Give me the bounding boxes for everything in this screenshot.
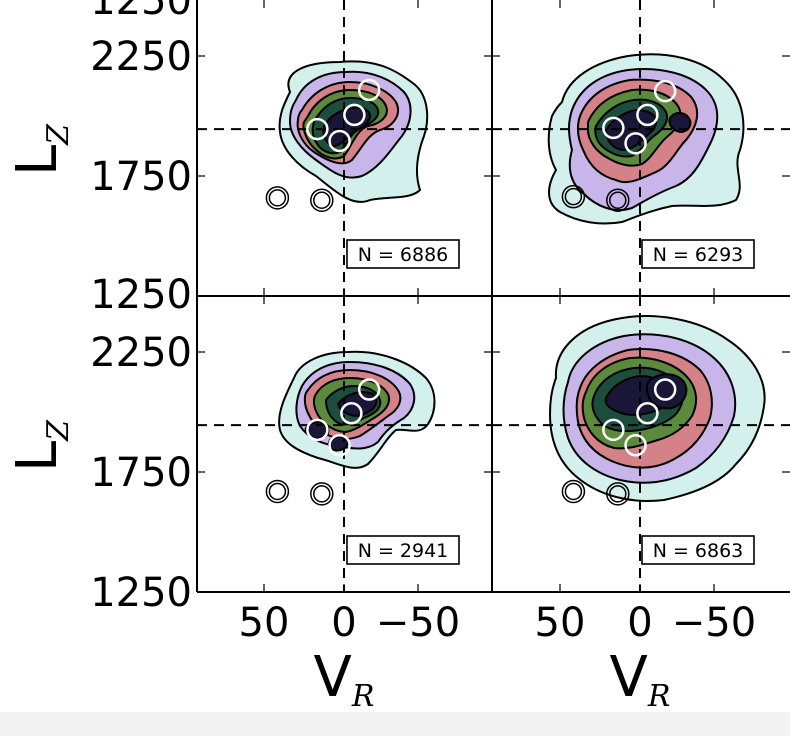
circle-marker-inner [609,191,627,209]
sample-size-text: N = 6293 [653,244,744,266]
circle-marker-inner [609,485,627,503]
circle-markers [561,378,677,506]
circle-marker [357,78,381,102]
x-axis-label: VR [610,645,671,714]
circle-marker [265,479,290,504]
y-tick-label: 1750 [90,154,192,200]
circle-marker [624,433,647,457]
circle-marker [636,402,659,425]
panel-4: N = 6863 [492,296,790,592]
circle-marker [602,116,625,140]
circle-marker [306,418,329,442]
circle-marker [343,103,366,127]
x-tick-label: 50 [239,600,290,646]
contour-level-6 [322,106,371,147]
circle-markers [561,79,677,212]
svg-text:LZ: LZ [5,123,76,176]
circle-marker [310,188,334,212]
footer-strip [0,712,790,736]
x-axis-label: VR [314,645,375,714]
y-axis-label: LZ [5,419,76,472]
circle-marker [328,129,351,153]
circle-markers [265,78,381,212]
circle-markers [265,378,381,506]
sample-size-text: N = 6863 [653,540,744,562]
circle-marker-inner [268,189,287,207]
panel-3: N = 2941 [197,296,492,592]
y-axis-label: LZ [5,123,76,176]
circle-marker [624,132,647,155]
svg-text:LZ: LZ [5,419,76,472]
panel-1: N = 6886 [197,0,492,296]
y-tick-label: 1250 [90,272,192,318]
contour-layers [547,53,745,225]
sample-size-text: N = 6886 [358,244,449,266]
circle-marker [306,117,329,141]
circle-marker-inner [564,482,583,501]
x-tick-label: 0 [627,600,652,646]
sample-size-label: N = 6886 [346,239,460,269]
circle-marker [340,402,363,425]
circle-marker-inner [313,485,331,503]
panel-2: N = 6293 [492,0,790,296]
circle-marker [328,433,351,457]
circle-marker [561,184,586,209]
x-tick-label: 50 [535,600,586,646]
sample-size-label: N = 6863 [641,535,755,565]
circle-marker-inner [313,191,331,209]
y-tick-label: 2250 [90,34,192,80]
x-tick-label: 0 [331,600,356,646]
circle-marker [265,186,290,210]
sample-size-label: N = 2941 [346,535,460,565]
circle-marker [310,482,334,506]
circle-marker [357,378,381,401]
circle-marker [606,482,630,506]
y-tick-label: 2250 [90,330,192,376]
y-tick-label: 1250 [90,0,192,24]
sample-size-label: N = 6293 [641,239,755,269]
circle-marker-inner [268,482,287,501]
circle-marker [636,103,659,127]
circle-marker-inner [564,187,583,206]
x-tick-label: −50 [376,600,460,646]
x-tick-label: −50 [672,600,756,646]
circle-marker [653,79,677,103]
y-tick-label: 1750 [90,450,192,496]
y-tick-label: 1250 [90,570,192,616]
circle-marker [602,418,625,442]
contour-layers [278,60,429,203]
sample-size-text: N = 2941 [358,540,449,562]
circle-marker [606,188,630,212]
circle-marker [653,378,677,401]
circle-marker [561,479,586,504]
